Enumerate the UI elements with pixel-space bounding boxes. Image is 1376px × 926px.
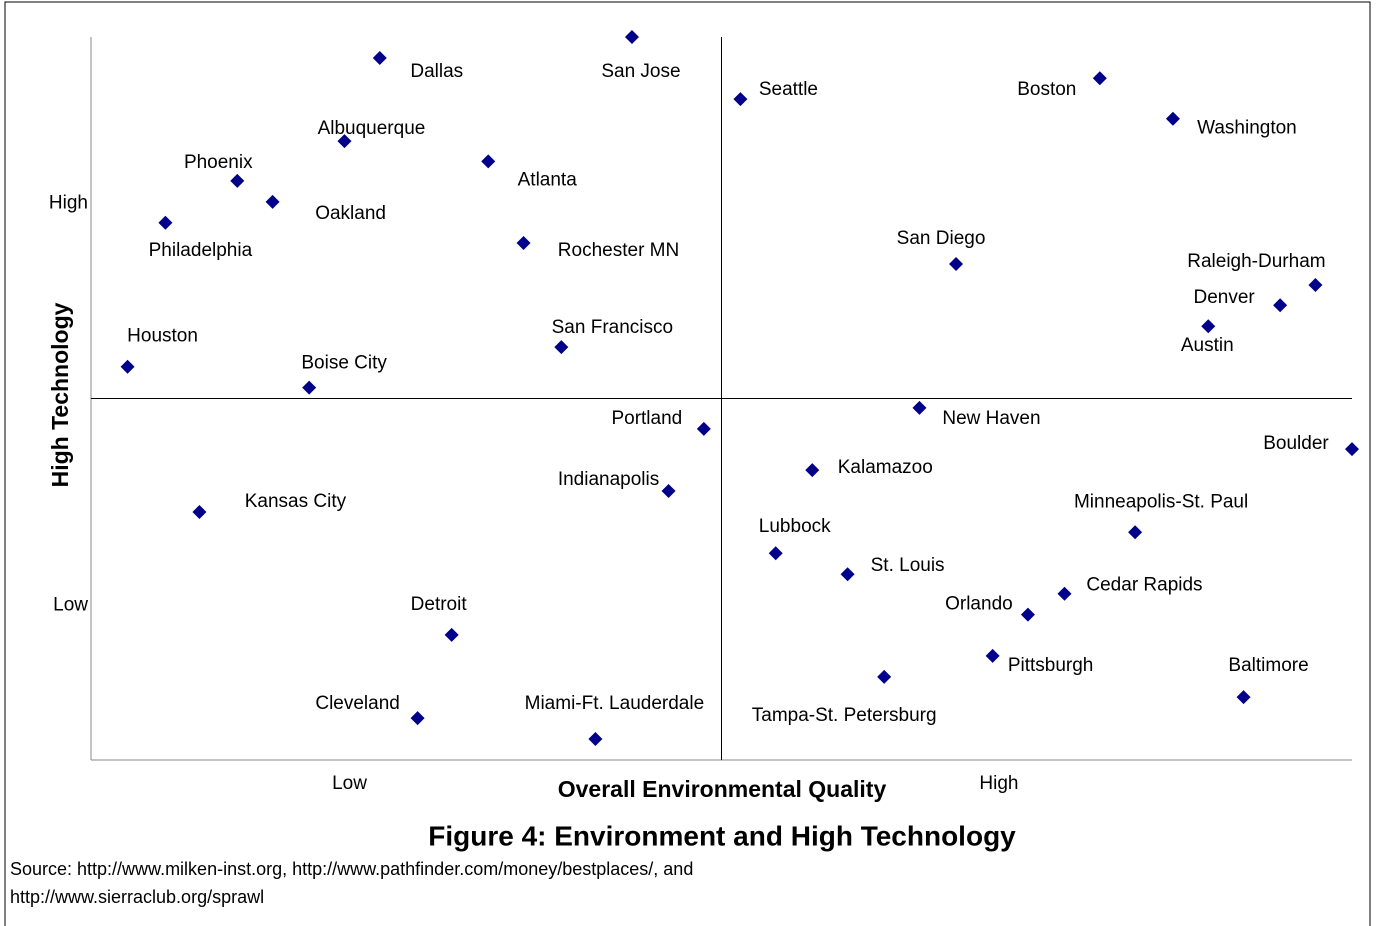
point — [481, 154, 496, 169]
y-axis-title: High Technology — [47, 302, 73, 487]
point-label: Philadelphia — [149, 240, 253, 261]
point — [1020, 607, 1035, 622]
point-label: Rochester MN — [558, 240, 679, 261]
point-label: Seattle — [759, 79, 818, 100]
point — [805, 463, 820, 478]
point-label: Cleveland — [315, 693, 400, 714]
point — [1165, 111, 1180, 126]
point-label: Lubbock — [759, 516, 831, 537]
y-axis-label: High — [49, 192, 88, 213]
chart-frame — [4, 1, 1371, 926]
point — [444, 627, 459, 642]
point — [985, 648, 1000, 663]
point-label: Albuquerque — [318, 118, 426, 139]
point-label: Austin — [1181, 335, 1234, 356]
source-line: Source: http://www.milken-inst.org, http… — [10, 859, 693, 879]
point — [696, 421, 711, 436]
point-label: Boston — [1017, 79, 1076, 100]
x-axis-title: Overall Environmental Quality — [558, 776, 887, 802]
point — [768, 546, 783, 561]
point-label: Washington — [1197, 118, 1297, 139]
point — [1236, 690, 1251, 705]
point-label: Kansas City — [245, 491, 347, 512]
point — [158, 215, 173, 230]
point — [410, 711, 425, 726]
point — [661, 484, 676, 499]
point-label: Raleigh-Durham — [1187, 251, 1325, 272]
point — [337, 134, 352, 149]
point-label: Detroit — [411, 594, 468, 615]
x-axis-label: Low — [332, 773, 367, 794]
point — [554, 340, 569, 355]
chart-title: Figure 4: Environment and High Technolog… — [428, 820, 1016, 851]
point-label: Portland — [611, 408, 682, 429]
point — [840, 567, 855, 582]
point-label: Indianapolis — [558, 469, 659, 490]
point — [302, 380, 317, 395]
y-axis-label: Low — [53, 594, 88, 615]
point-label: Atlanta — [518, 169, 578, 190]
point — [192, 505, 207, 520]
point — [1273, 298, 1288, 313]
x-axis-label: High — [979, 773, 1018, 794]
point — [120, 359, 135, 374]
point — [1345, 442, 1359, 457]
point-label: New Haven — [942, 408, 1040, 429]
point — [949, 257, 964, 272]
point — [372, 50, 387, 65]
point-label: Tampa-St. Petersburg — [752, 705, 937, 726]
point-label: Baltimore — [1228, 655, 1308, 676]
point — [1308, 277, 1323, 292]
point — [1201, 319, 1216, 334]
point-label: Pittsburgh — [1008, 655, 1094, 676]
point-label: Cedar Rapids — [1086, 575, 1202, 596]
point-label: Denver — [1193, 287, 1255, 308]
point-label: Boise City — [301, 353, 387, 374]
point — [624, 30, 639, 44]
point — [230, 173, 245, 188]
point-label: San Jose — [601, 61, 680, 82]
point-label: San Diego — [897, 228, 986, 249]
point-label: Orlando — [945, 594, 1013, 615]
point-label: San Francisco — [552, 317, 673, 338]
point — [733, 92, 748, 107]
point-label: Oakland — [315, 203, 386, 224]
point-label: Phoenix — [184, 152, 253, 173]
point-label: Kalamazoo — [838, 457, 933, 478]
point — [1128, 525, 1143, 540]
point — [588, 732, 603, 747]
point-label: Miami-Ft. Lauderdale — [525, 693, 705, 714]
point-label: Houston — [127, 326, 198, 347]
point — [912, 400, 927, 415]
point-label: Dallas — [410, 61, 463, 82]
point-label: Boulder — [1263, 433, 1329, 454]
point-label: St. Louis — [871, 555, 945, 576]
point — [516, 236, 531, 251]
point-label: Minneapolis-St. Paul — [1074, 491, 1248, 512]
point — [265, 194, 280, 209]
point — [877, 669, 892, 684]
source-line: http://www.sierraclub.org/sprawl — [10, 887, 264, 907]
point — [1092, 71, 1107, 86]
point — [1057, 586, 1072, 601]
